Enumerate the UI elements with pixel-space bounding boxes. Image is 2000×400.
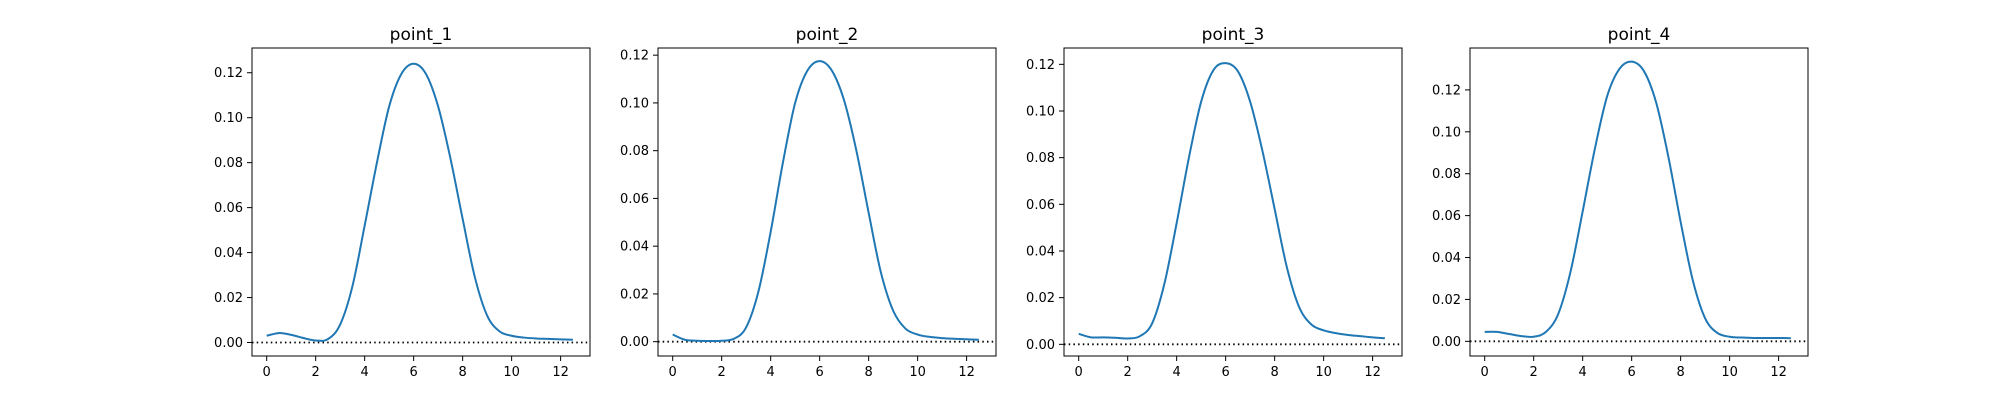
axes-frame [657,47,997,357]
x-tick-label: 12 [552,365,569,380]
x-tick-label: 2 [718,365,726,380]
subplot-title: point_4 [1608,25,1671,45]
y-tick-label: 0.02 [620,287,649,302]
x-tick-label: 0 [1075,365,1083,380]
y-tick-label: 0.08 [214,156,243,171]
y-tick-label: 0.02 [1026,291,1055,306]
y-tick-label: 0.02 [214,291,243,306]
x-tick-label: 0 [1481,365,1489,380]
y-tick-label: 0.04 [620,240,649,255]
x-tick-label: 4 [1173,365,1181,380]
x-tick-label: 8 [458,365,466,380]
x-tick-label: 2 [1530,365,1538,380]
series-line [1484,60,1791,340]
x-tick-label: 12 [958,365,975,380]
x-tick-label: 10 [909,365,926,380]
axes-frame [251,47,591,357]
y-tick-label: 0.12 [620,49,649,64]
x-tick-label: 4 [1579,365,1587,380]
y-tick-label: 0.00 [214,336,243,351]
y-tick-label: 0.06 [620,192,649,207]
y-tick-label: 0.10 [1432,125,1461,140]
series-line [1078,62,1385,340]
axes-frame [1469,47,1809,357]
y-tick-label: 0.06 [1432,209,1461,224]
x-tick-label: 0 [669,365,677,380]
x-tick-label: 8 [1676,365,1684,380]
x-tick-label: 8 [1270,365,1278,380]
x-tick-label: 2 [1124,365,1132,380]
subplot-3: point_3 0 2 4 6 8 10 12 0.00 0.02 0.04 0.06 0.08 0.10… [1026,25,1403,380]
y-tick-label: 0.10 [620,96,649,111]
axes-frame [1063,47,1403,357]
subplot-title: point_3 [1202,25,1265,45]
y-tick-label: 0.00 [1026,338,1055,353]
y-tick-label: 0.12 [214,66,243,81]
y-tick-label: 0.00 [1432,335,1461,350]
x-tick-label: 10 [1315,365,1332,380]
subplot-title: point_1 [390,25,453,45]
y-tick-label: 0.06 [214,201,243,216]
x-tick-label: 12 [1770,365,1787,380]
x-tick-label: 6 [816,365,824,380]
x-tick-label: 4 [361,365,369,380]
x-tick-label: 6 [410,365,418,380]
y-tick-label: 0.04 [214,246,243,261]
series-line [672,60,979,342]
x-tick-label: 8 [864,365,872,380]
y-tick-label: 0.12 [1026,58,1055,73]
subplot-2: point_2 0 2 4 6 8 10 12 0.00 0.02 0.04 0.06 0.08 0.10… [620,25,997,380]
subplot-1: point_1 0 2 4 6 8 10 12 0.00 0.02 0.04 0.06 0.08 0.10… [214,25,591,380]
y-tick-label: 0.10 [1026,105,1055,120]
y-tick-label: 0.08 [1026,151,1055,166]
x-tick-label: 12 [1364,365,1381,380]
y-tick-label: 0.10 [214,111,243,126]
y-tick-label: 0.12 [1432,83,1461,98]
y-tick-label: 0.04 [1432,251,1461,266]
y-tick-label: 0.08 [620,144,649,159]
y-tick-label: 0.06 [1026,198,1055,213]
subplot-title: point_2 [796,25,859,45]
series-line [266,62,573,342]
x-tick-label: 0 [263,365,271,380]
x-tick-label: 10 [1721,365,1738,380]
x-tick-label: 2 [312,365,320,380]
x-tick-label: 6 [1628,365,1636,380]
y-tick-label: 0.02 [1432,293,1461,308]
subplot-4: point_4 0 2 4 6 8 10 12 0.00 0.02 0.04 0.06 0.08 0.10… [1432,25,1809,380]
y-tick-label: 0.00 [620,335,649,350]
y-tick-label: 0.04 [1026,245,1055,260]
x-tick-label: 4 [767,365,775,380]
x-tick-label: 10 [503,365,520,380]
y-tick-label: 0.08 [1432,167,1461,182]
x-tick-label: 6 [1222,365,1230,380]
